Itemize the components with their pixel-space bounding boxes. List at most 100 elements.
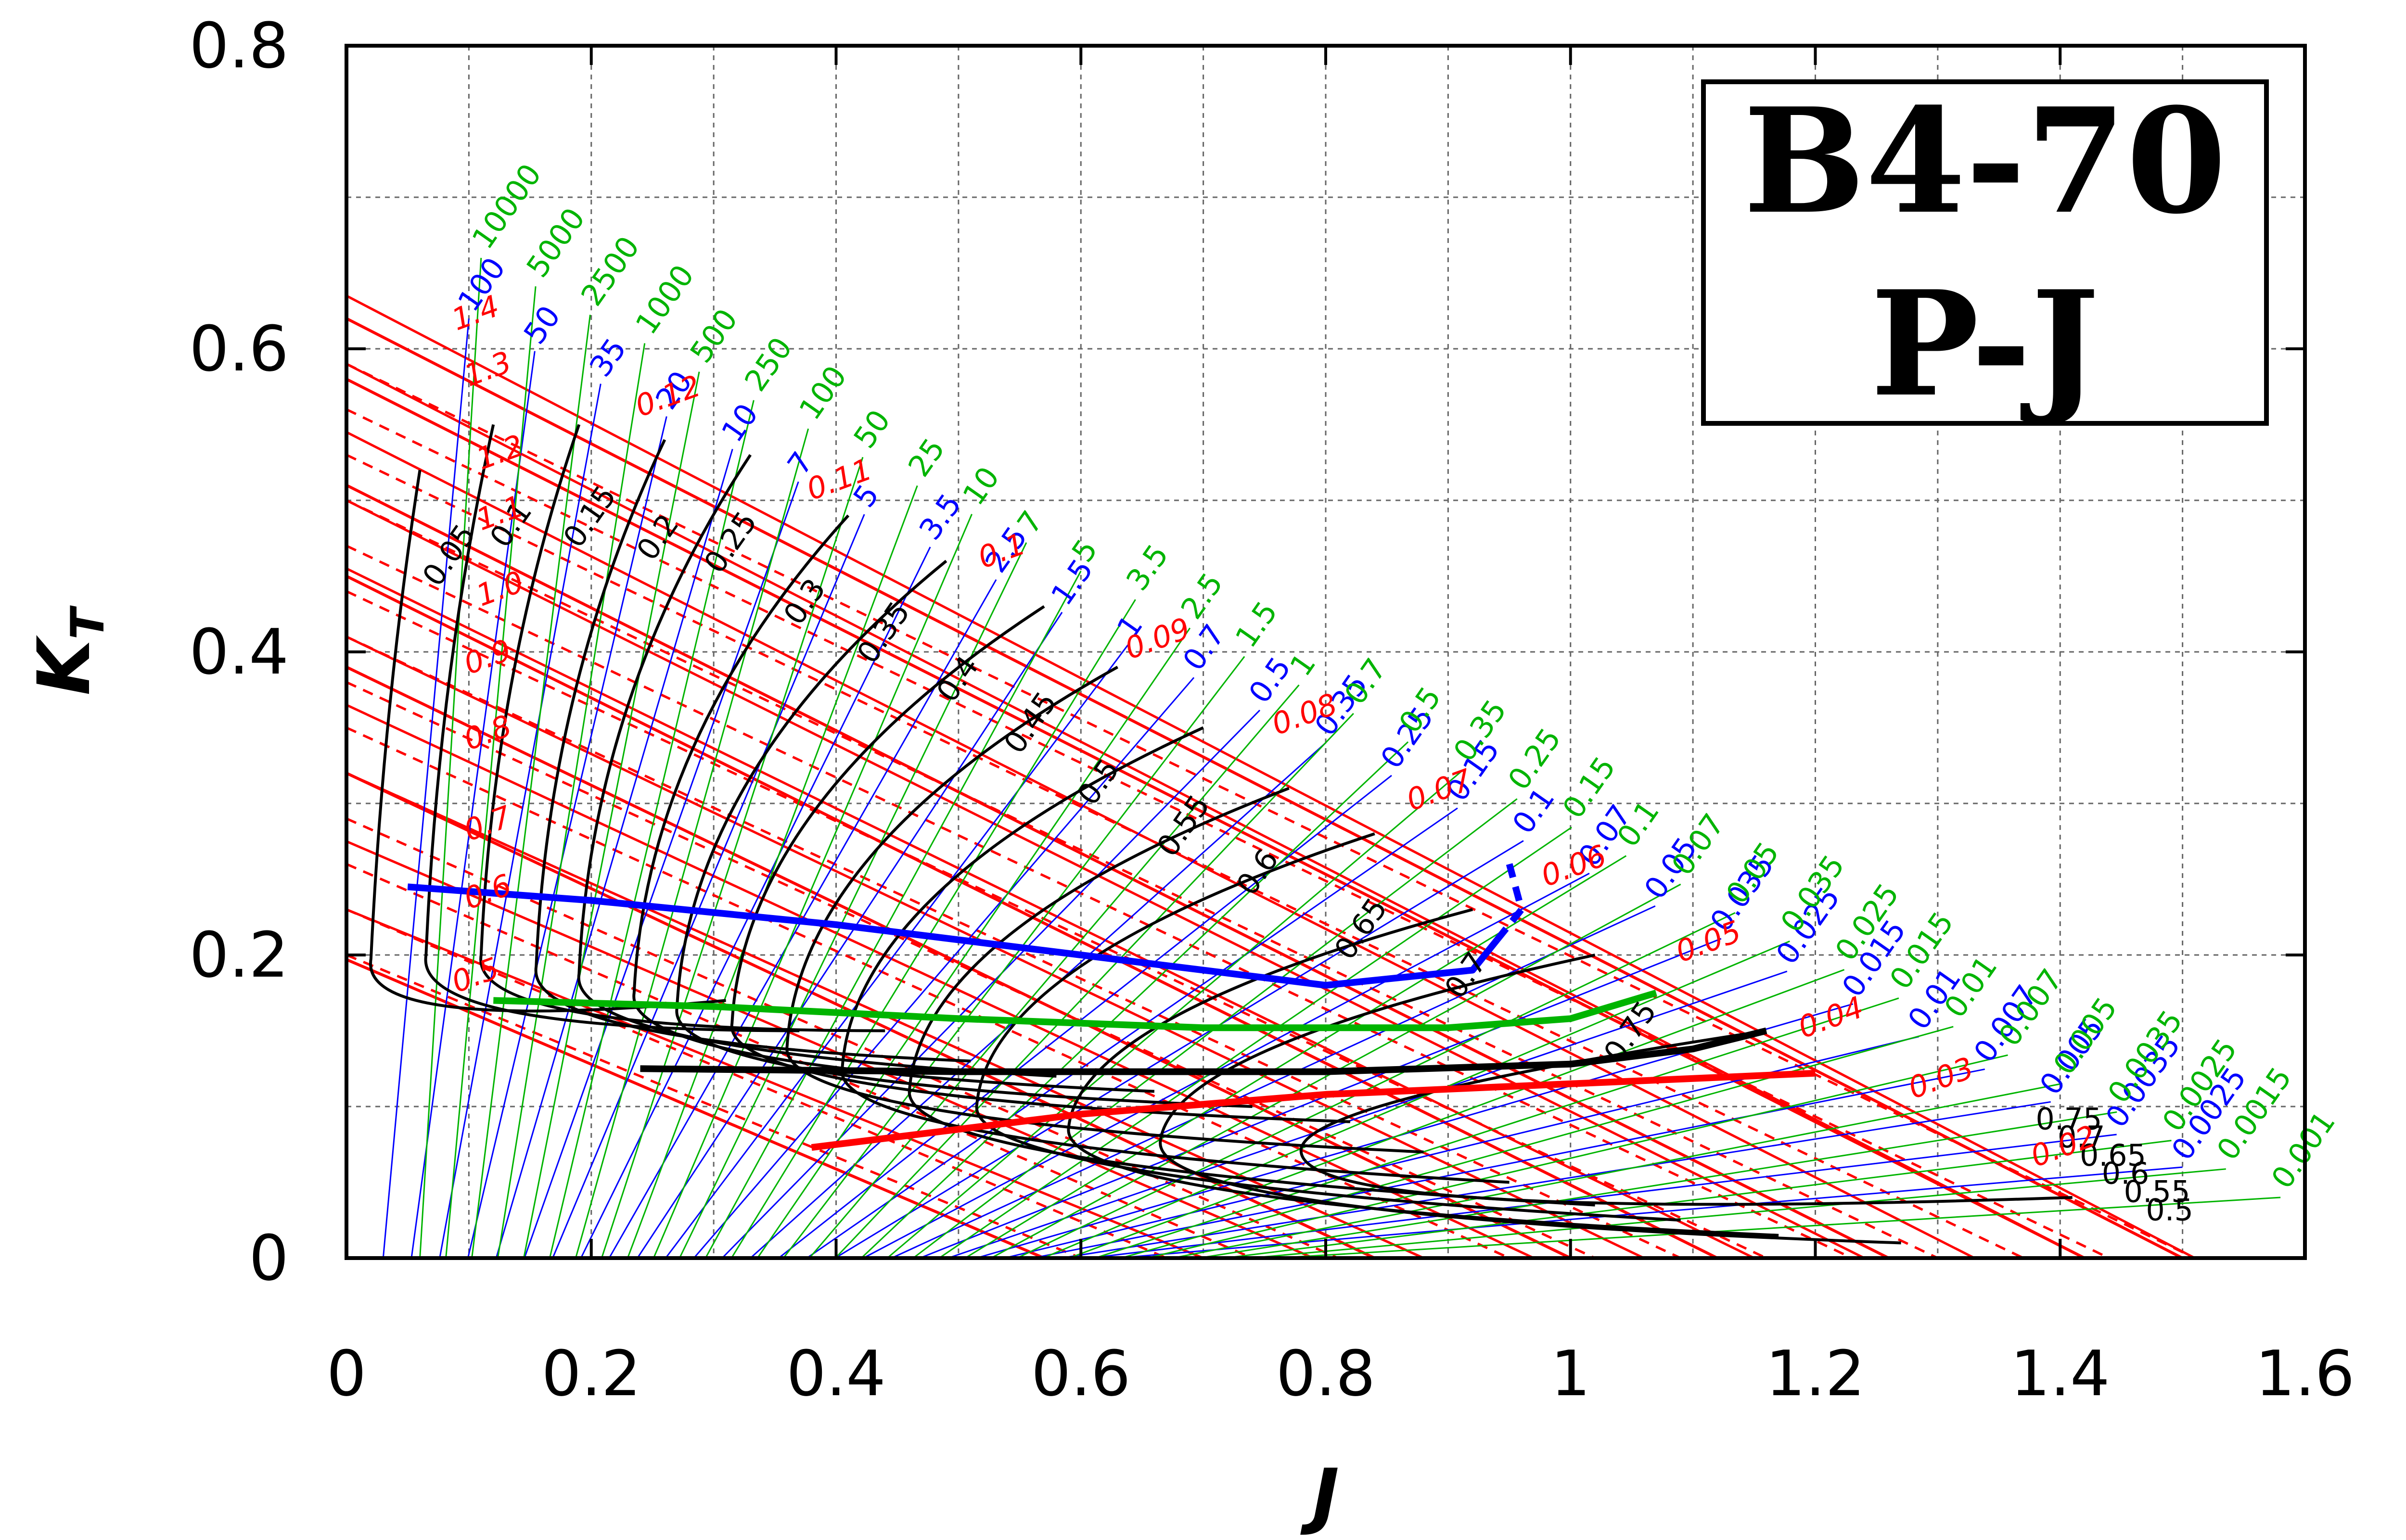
pitch-line-dashed [346,363,2196,1258]
pitch-line [346,703,1535,1258]
coefficient-blue-line [1061,1101,2051,1258]
coefficient-green-line [601,457,864,1258]
coefficient-green-line [419,257,482,1258]
efficiency-label: 0.25 [697,505,764,580]
x-tick-label: 1.6 [2255,1337,2355,1410]
coefficient-green-line [834,713,1354,1258]
pitch-line-dashed [346,499,1938,1258]
coefficient-green-line [964,855,1627,1258]
pitch-line-dashed [346,681,1596,1258]
pitch-line-dashed [346,408,2110,1258]
coefficient-blue-line [637,611,1063,1258]
coefficient-green-line [1121,1026,1954,1258]
efficiency-curve [1299,1029,2073,1206]
coefficient-blue-line [947,970,1788,1258]
efficiency-label: 0.6 [1229,842,1285,902]
efficiency-label: 0.2 [629,508,685,567]
y-tick-label: 0.8 [189,9,289,82]
coefficient-green-line [678,542,1027,1258]
efficiency-label: 0.55 [1150,789,1217,863]
coefficient-green-line [471,315,591,1258]
coefficient-green-label: 0.25 [1501,722,1568,796]
optimum-curve [811,1069,1816,1151]
coefficient-blue-line [580,547,931,1258]
efficiency-tail-label: 0.75 [2035,1101,2102,1136]
coefficient-blue-line [891,905,1656,1258]
pitch-line-dashed [346,545,1853,1258]
efficiency-curve [534,439,971,1063]
efficiency-curve [479,424,885,1032]
x-axis-title: J [1300,1454,1339,1538]
coefficient-green-label: 10 [956,460,1006,512]
coefficient-green-label: 250 [738,331,799,398]
y-tick-label: 0.6 [189,312,289,385]
coefficient-blue-line [863,873,1590,1258]
efficiency-curve [785,665,1424,1154]
coefficient-green-line [1277,1196,2281,1258]
coefficient-green-line [1147,1054,2008,1258]
coefficient-blue-label: 10 [715,397,765,448]
efficiency-tail-label: 0.6 [2102,1156,2150,1191]
coefficient-blue-line [693,677,1195,1258]
coefficient-green-label: 3.5 [1119,538,1175,597]
pitch-line-dashed [346,817,1339,1258]
coefficient-blue-label: 35 [583,332,633,383]
coefficient-green-label: 5000 [520,202,592,284]
optimum-curve [640,1027,1767,1075]
coefficient-blue-line [778,775,1392,1258]
y-tick-label: 0.2 [189,918,289,992]
coefficient-green-label: 50 [846,403,897,455]
pitch-label: 0.03 [1904,1050,1978,1106]
legend-line-1: B4-70 [1743,76,2227,246]
efficiency-tail-label: 0.65 [2080,1138,2146,1173]
coefficient-green-line [1251,1168,2226,1258]
coefficient-blue-line [439,383,602,1258]
pitch-label: 0.9 [460,632,516,681]
coefficient-blue-label: 50 [517,299,567,351]
pitch-label: 0.07 [1402,762,1476,818]
coefficient-green-line [704,571,1082,1258]
coefficient-green-label: 100 [792,359,854,426]
x-tick-label: 0.2 [541,1337,641,1410]
coefficient-green-line [653,514,973,1258]
pitch-line [346,665,1572,1258]
efficiency-tail-label: 0.5 [2146,1192,2193,1227]
x-tick-label: 1.4 [2010,1337,2110,1410]
pitch-label: 1.2 [472,428,528,477]
coefficient-green-line [627,485,918,1258]
coefficient-blue-line [524,481,799,1258]
coefficient-green-line [1095,997,1899,1258]
pitch-line [346,484,1890,1258]
x-tick-label: 0 [327,1337,367,1410]
y-axis-title: KT [23,605,115,695]
coefficient-blue-line [382,318,470,1258]
plot-curves [346,257,2281,1258]
coefficient-green-label: 25 [901,432,952,484]
coefficient-green-line [1199,1111,2117,1258]
x-tick-label: 0.4 [786,1337,886,1410]
coefficient-blue-line [665,644,1129,1258]
efficiency-curve [369,470,726,1013]
coefficient-green-label: 500 [683,303,745,369]
coefficient-green-label: 2500 [574,230,646,312]
coefficient-green-line [575,428,809,1258]
coefficient-green-label: 0.005 [2046,991,2124,1081]
efficiency-curve [1159,954,1901,1245]
efficiency-curve [975,832,1681,1222]
coefficient-green-line [497,343,646,1258]
coefficient-green-line [549,400,755,1258]
y-tick-label: 0.4 [189,615,289,688]
coefficient-blue-line [410,351,536,1258]
efficiency-curve [424,424,800,1032]
x-tick-label: 0.6 [1031,1337,1131,1410]
coefficient-green-line [938,827,1572,1258]
axis-ticks: 0 0.2 0.4 0.6 0.8 1 1.2 1.4 1.6 0 0.2 0.4 0.6 0.8 [189,9,2355,1410]
coefficient-green-line [523,371,700,1258]
coefficient-green-line [1225,1140,2172,1258]
coefficient-green-line [782,656,1245,1258]
coefficient-green-line [1017,912,1736,1258]
coefficient-green-line [1043,940,1790,1258]
coefficient-green-line [1069,969,1845,1258]
coefficient-green-line [730,599,1136,1258]
